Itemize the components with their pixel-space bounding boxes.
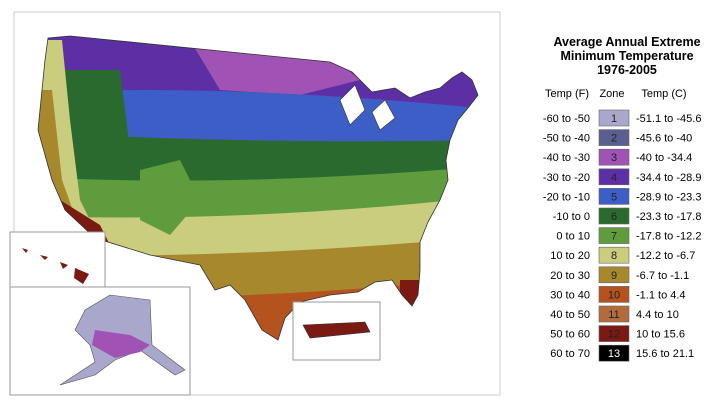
temp-c: -1.1 to 4.4 [636, 289, 686, 301]
temp-c: -34.4 to -28.9 [636, 172, 701, 184]
zone-number: 9 [611, 270, 617, 282]
legend-header: Temp (F) [545, 88, 589, 100]
temp-c: 15.6 to 21.1 [636, 348, 694, 360]
zone-number: 10 [608, 289, 620, 301]
legend-title: Minimum Temperature [560, 49, 693, 63]
zone-number: 2 [611, 133, 617, 145]
temp-c: -6.7 to -1.1 [636, 270, 689, 282]
temp-c: -12.2 to -6.7 [636, 250, 695, 262]
zone-swatch [598, 168, 630, 186]
puerto-rico [302, 321, 371, 339]
hawaii-inset [9, 231, 106, 288]
temp-f: 20 to 30 [550, 270, 590, 282]
temp-f: -30 to -20 [543, 172, 590, 184]
zone-swatch [598, 286, 630, 303]
zone-swatch [598, 325, 630, 342]
zone-swatch [598, 344, 630, 362]
hawaii [22, 248, 89, 284]
zone-swatch [598, 109, 630, 127]
temp-f: 40 to 50 [550, 309, 590, 321]
temp-c: 10 to 15.6 [636, 329, 685, 341]
zone-number: 8 [611, 250, 617, 262]
zone-number: 12 [608, 329, 620, 341]
zone-swatch [598, 148, 630, 166]
zone-number: 3 [611, 152, 617, 164]
zone-swatch [598, 266, 630, 284]
great-lakes [339, 84, 396, 131]
legend: Average Annual Extreme Minimum Temperatu… [543, 35, 701, 362]
temp-f: -40 to -30 [543, 152, 590, 164]
zone-number: 1 [611, 113, 617, 125]
zone-number: 5 [611, 191, 617, 203]
zone-swatch [598, 207, 630, 225]
temp-c: -23.3 to -17.8 [636, 211, 701, 223]
zone-swatch [598, 188, 630, 205]
zone-number: 13 [608, 348, 620, 360]
temp-f: -50 to -40 [543, 133, 590, 145]
temp-c: -17.8 to -12.2 [636, 231, 701, 243]
temp-c: -28.9 to -23.3 [636, 191, 701, 203]
alaska-south [92, 330, 150, 358]
temp-f: -20 to -10 [543, 191, 590, 203]
temp-f: -10 to 0 [553, 211, 590, 223]
temp-c: -51.1 to -45.6 [636, 113, 701, 125]
temp-f: 10 to 20 [550, 250, 590, 262]
temp-c: 4.4 to 10 [636, 309, 679, 321]
zone-number: 4 [611, 172, 617, 184]
legend-title: Average Annual Extreme [553, 35, 700, 49]
legend-header: Zone [599, 88, 624, 100]
map-frame [13, 11, 501, 396]
zone-swatch [598, 227, 630, 244]
temp-f: -60 to -50 [543, 113, 590, 125]
temp-f: 30 to 40 [550, 289, 590, 301]
us-outline [37, 35, 479, 341]
temp-c: -45.6 to -40 [636, 133, 692, 145]
legend-header: Temp (C) [641, 88, 686, 100]
zone-swatch [598, 246, 630, 264]
zone-number: 11 [608, 309, 619, 321]
zone-number: 7 [611, 231, 617, 243]
temp-f: 60 to 70 [550, 348, 590, 360]
temp-c: -40 to -34.4 [636, 152, 692, 164]
zone-number: 6 [611, 211, 617, 223]
temp-f: 50 to 60 [550, 329, 590, 341]
zone-swatch [598, 305, 630, 323]
temp-f: 0 to 10 [556, 231, 590, 243]
legend-title: 1976-2005 [597, 63, 657, 77]
zone-swatch [598, 129, 630, 146]
